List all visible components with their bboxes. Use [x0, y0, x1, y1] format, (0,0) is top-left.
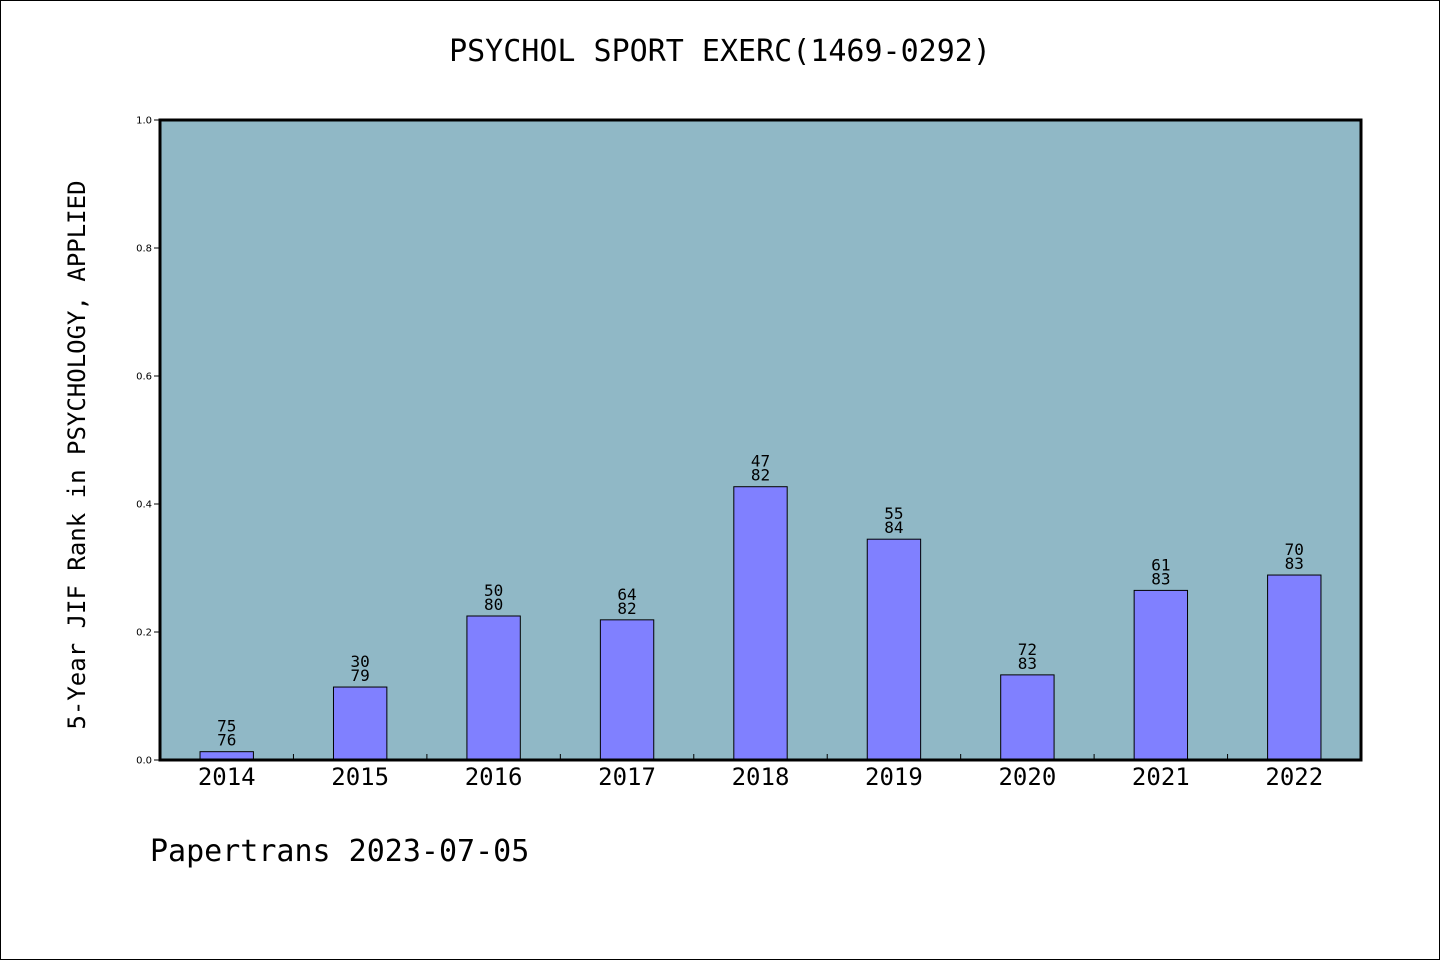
- bar-label-rank: 72: [1018, 640, 1037, 659]
- bar: [866, 538, 922, 761]
- bar-label-total: 83: [1285, 554, 1304, 573]
- x-tick-label: 2019: [865, 763, 923, 791]
- bar-label-total: 83: [1151, 569, 1170, 588]
- y-tick-label: 0.8: [136, 244, 152, 255]
- bar-label-rank: 64: [617, 585, 636, 604]
- bar-label-total: 80: [484, 595, 503, 614]
- bar: [733, 486, 788, 761]
- bar-label-rank: 50: [484, 581, 503, 600]
- bar-label-rank: 30: [351, 652, 370, 671]
- x-tick-label: 2022: [1265, 763, 1323, 791]
- bar-label-total: 82: [617, 599, 636, 618]
- bar-label-rank: 55: [884, 504, 903, 523]
- bar-label-rank: 75: [217, 717, 236, 736]
- bar-label-total: 79: [351, 666, 370, 685]
- y-tick-label: 0.4: [136, 500, 152, 511]
- bar: [1133, 589, 1189, 761]
- plot-border: [158, 118, 1363, 762]
- bar: [466, 615, 521, 761]
- y-tick-label: 1.0: [136, 116, 152, 127]
- x-tick-label: 2017: [598, 763, 656, 791]
- x-tick-label: 2018: [732, 763, 790, 791]
- bar: [1267, 574, 1322, 761]
- x-tick-label: 2016: [465, 763, 523, 791]
- bar-label-rank: 61: [1151, 555, 1170, 574]
- x-tick-label: 2014: [198, 763, 256, 791]
- y-tick-label: 0.6: [136, 372, 152, 383]
- bar-label-total: 76: [217, 731, 236, 750]
- x-tick-label: 2015: [331, 763, 389, 791]
- bar-label-rank: 70: [1285, 540, 1304, 559]
- bar-label-total: 83: [1018, 654, 1037, 673]
- chart-title: PSYCHOL SPORT EXERC(1469-0292): [449, 34, 991, 69]
- bar-label-total: 84: [884, 518, 903, 537]
- bar-label-rank: 47: [751, 452, 770, 471]
- y-tick-label: 0.2: [136, 628, 152, 639]
- bar: [599, 619, 655, 761]
- bar: [332, 686, 388, 761]
- bar-label-total: 82: [751, 466, 770, 485]
- x-tick-label: 2021: [1132, 763, 1190, 791]
- bar: [1000, 674, 1055, 761]
- y-tick-label: 0.0: [136, 756, 152, 767]
- footer-credit: Papertrans 2023-07-05: [150, 834, 530, 869]
- x-tick-label: 2020: [998, 763, 1056, 791]
